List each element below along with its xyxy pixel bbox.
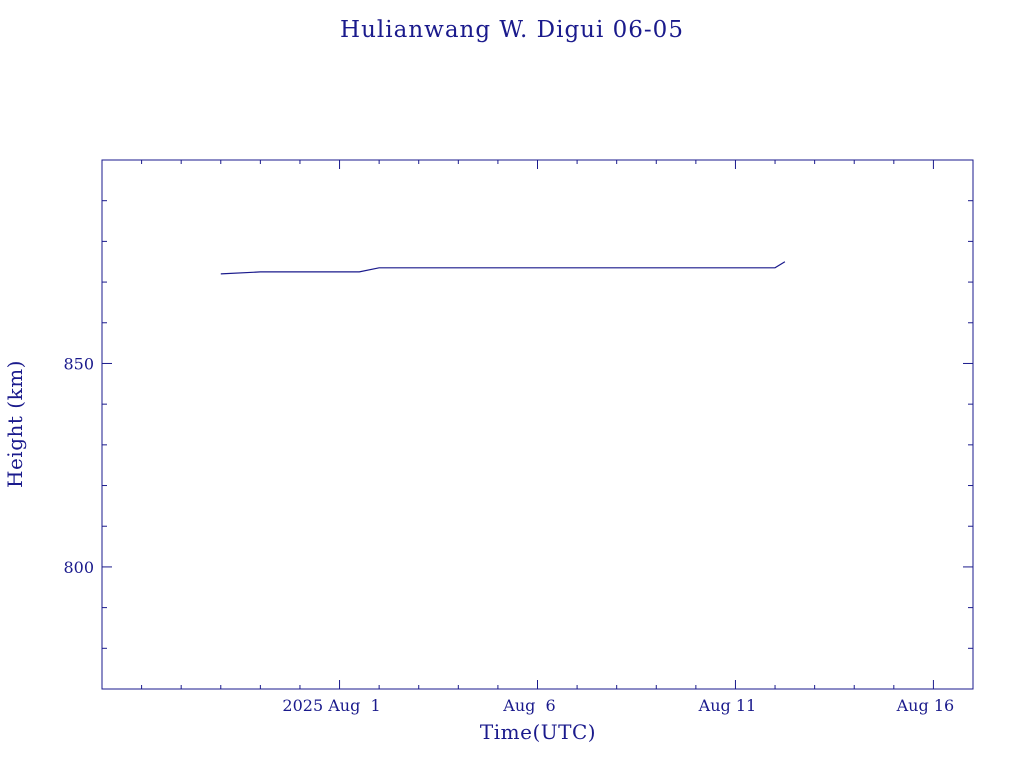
tick-labels: 2025 Aug 1 Aug 6 Aug 11 Aug 16 800 850 xyxy=(63,354,954,715)
y-axis-label: Height (km) xyxy=(3,360,27,488)
x-tick-label: Aug 6 xyxy=(502,696,555,715)
x-tick-label: Aug 11 xyxy=(698,696,757,715)
x-tick-label: Aug 16 xyxy=(896,696,955,715)
chart-title: Hulianwang W. Digui 06-05 xyxy=(340,17,684,43)
axis-ticks xyxy=(102,160,973,689)
x-tick-label: 2025 Aug 1 xyxy=(282,696,380,715)
y-tick-label: 850 xyxy=(63,354,94,373)
x-axis-label: Time(UTC) xyxy=(480,720,596,744)
series-line xyxy=(220,261,786,275)
plot-frame xyxy=(101,159,974,690)
y-tick-label: 800 xyxy=(63,558,94,577)
